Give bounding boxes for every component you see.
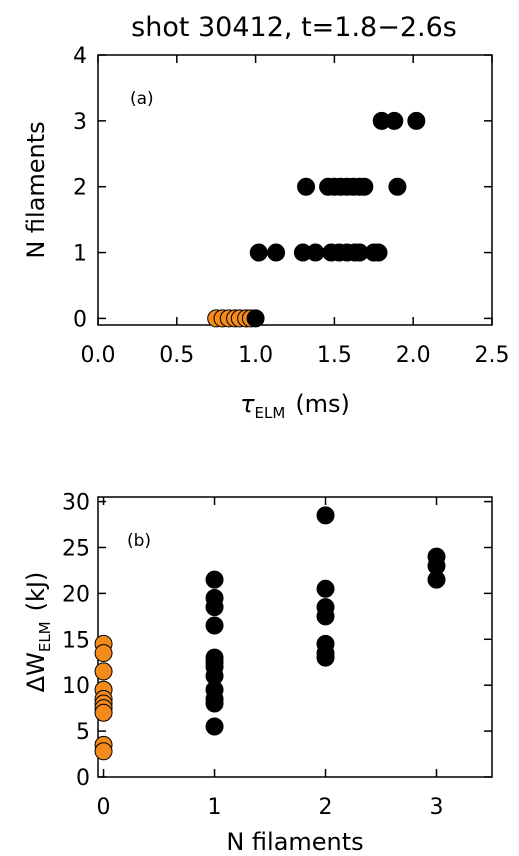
y-axis-label-b: ΔWELM (kJ) xyxy=(22,572,54,693)
y-tick-label-b: 25 xyxy=(62,536,90,561)
data-point-a xyxy=(249,243,268,262)
points-b xyxy=(94,506,446,761)
x-tick-label-a: 2.5 xyxy=(475,343,510,368)
x-tick-label-b: 1 xyxy=(208,795,222,820)
y-tick-label-a: 3 xyxy=(73,110,87,135)
x-axis-label-a-symbol: τ xyxy=(240,390,255,418)
panel-b: (b) ΔWELM(kJ) N filaments 0 1 2 30510152025… xyxy=(22,491,493,856)
data-point-b xyxy=(205,570,224,589)
data-point-b xyxy=(427,570,446,589)
data-point-a xyxy=(385,111,404,130)
y-tick-label-b: 5 xyxy=(76,720,90,745)
data-point-b xyxy=(205,717,224,736)
data-point-b xyxy=(94,662,113,681)
y-axis-label-b-unit: (kJ) xyxy=(22,572,50,612)
data-point-b xyxy=(94,703,113,722)
x-tick-label-a: 0.5 xyxy=(159,343,194,368)
x-tick-label-a: 2.0 xyxy=(396,343,431,368)
panel-label-b: (b) xyxy=(127,531,151,551)
data-point-b xyxy=(316,607,335,626)
y-tick-label-b: 10 xyxy=(62,674,90,699)
x-tick-label-a: 1.0 xyxy=(238,343,273,368)
data-point-b xyxy=(205,616,224,635)
data-point-b xyxy=(205,598,224,617)
x-tick-label-b: 2 xyxy=(319,795,333,820)
data-point-a xyxy=(297,177,316,196)
data-point-a xyxy=(267,243,286,262)
data-point-b xyxy=(316,648,335,667)
y-tick-label-a: 2 xyxy=(73,176,87,201)
y-tick-label-b: 20 xyxy=(62,582,90,607)
x-tick-label-b: 0 xyxy=(97,795,111,820)
x-tick-label-a: 1.5 xyxy=(317,343,352,368)
data-point-a xyxy=(388,177,407,196)
ticks-a: 0.0 0.5 1.0 1.5 2.0 2.5 0 1 2 3 4 xyxy=(73,44,510,368)
x-axis-label-a-sub: ELM xyxy=(255,404,286,422)
y-tick-label-a: 0 xyxy=(73,307,87,332)
x-axis-label-b: N filaments xyxy=(226,828,363,856)
plot-frame-b xyxy=(97,496,493,778)
data-point-a xyxy=(355,177,374,196)
data-point-b xyxy=(94,742,113,761)
x-tick-label-a: 0.0 xyxy=(81,343,116,368)
x-tick-label-b: 3 xyxy=(430,795,444,820)
y-tick-label-a: 1 xyxy=(73,242,87,267)
y-tick-label-b: 15 xyxy=(62,628,90,653)
x-axis-label-a-unit: (ms) xyxy=(295,390,350,418)
y-axis-label-b-sub: ELM xyxy=(36,621,54,652)
y-tick-label-b: 30 xyxy=(62,491,90,516)
data-point-a xyxy=(306,243,325,262)
data-point-a xyxy=(407,111,426,130)
y-axis-label-b-prefix: ΔW xyxy=(22,652,50,692)
points-a xyxy=(207,111,426,328)
x-axis-label-a: τELM (ms) xyxy=(240,390,350,422)
data-point-b xyxy=(316,579,335,598)
y-axis-label-a: N filaments xyxy=(22,121,50,258)
data-point-a xyxy=(369,243,388,262)
panel-label-a: (a) xyxy=(130,89,154,109)
y-tick-label-a: 4 xyxy=(73,44,87,69)
chart-title: shot 30412, t=1.8−2.6s xyxy=(131,12,457,43)
data-point-b xyxy=(316,506,335,525)
data-point-a xyxy=(246,309,265,328)
panel-a: (a) N filaments τELM (ms) 0.0 0.5 1.0 1.5 2.0… xyxy=(22,44,510,422)
plot-frame-a xyxy=(97,54,493,326)
data-point-b xyxy=(205,694,224,713)
data-point-b xyxy=(94,644,113,663)
y-tick-label-b: 0 xyxy=(76,766,90,791)
